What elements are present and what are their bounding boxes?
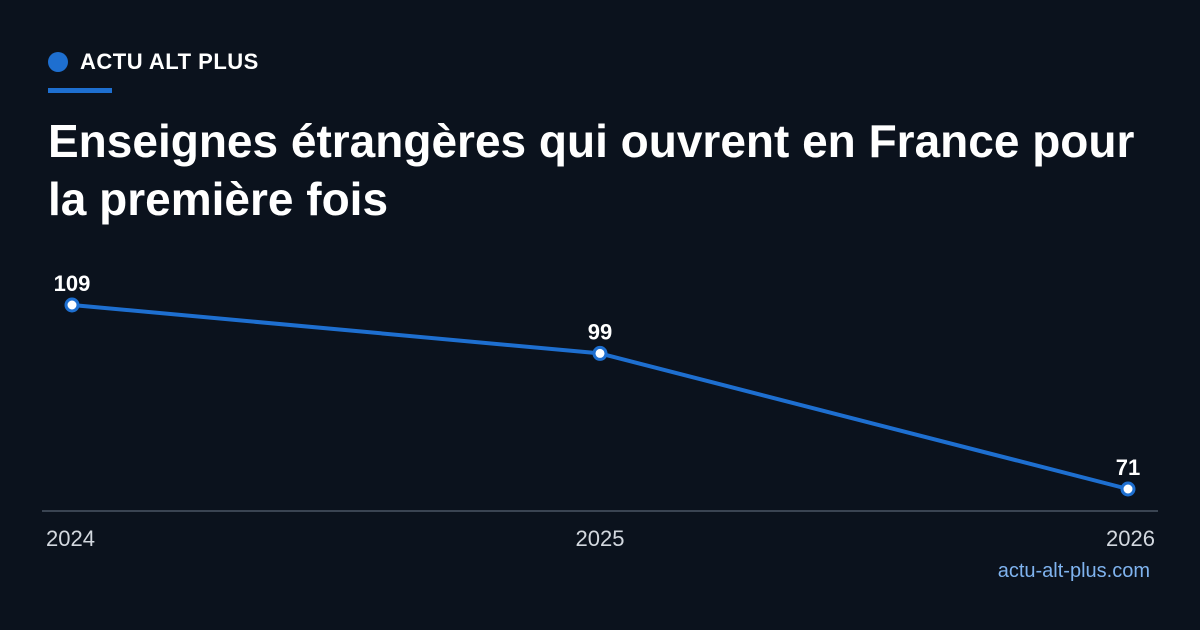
data-point: [64, 297, 80, 313]
brand-underline: [48, 88, 112, 93]
x-tick-label: 2024: [46, 526, 95, 551]
data-point: [1120, 481, 1136, 497]
chart-title: Enseignes étrangères qui ouvrent en Fran…: [48, 115, 1135, 225]
points-group: [64, 297, 1136, 497]
data-label: 109: [54, 271, 91, 296]
x-tick-label: 2026: [1106, 526, 1155, 551]
x-tick-label: 2025: [576, 526, 625, 551]
brand-name: ACTU ALT PLUS: [80, 49, 259, 74]
brand-dot-icon: [48, 52, 68, 72]
data-label: 71: [1116, 455, 1140, 480]
data-point: [592, 345, 608, 361]
x-tick-labels-group: 2024 2025 2026: [46, 526, 1155, 551]
data-label: 99: [588, 319, 612, 344]
footer-url: actu-alt-plus.com: [997, 560, 1150, 582]
brand: ACTU ALT PLUS: [48, 49, 259, 74]
data-labels-group: 109 99 71: [54, 271, 1141, 480]
